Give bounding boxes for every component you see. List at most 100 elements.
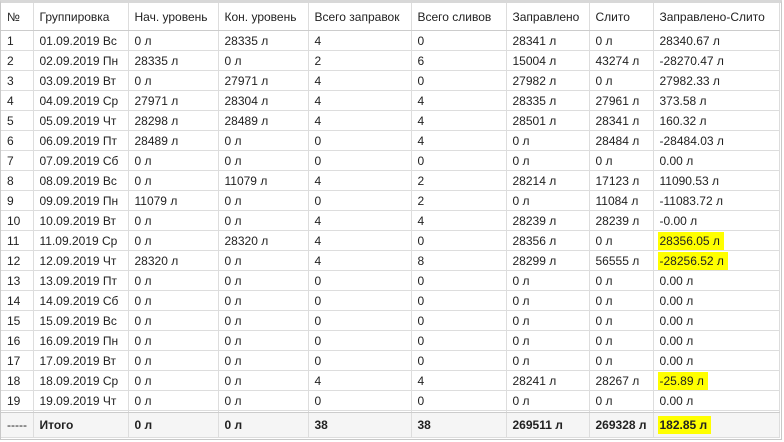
cell-grouping: 17.09.2019 Вт (33, 350, 129, 371)
cell-drained: 0 л (589, 270, 654, 291)
cell-drained: 0 л (589, 150, 654, 171)
cell-end-level: 0 л (218, 190, 309, 211)
cell-number: 12 (1, 250, 34, 271)
cell-grouping: 08.09.2019 Вс (33, 170, 129, 191)
column-header-refueled-minus-drained[interactable]: Заправлено-Слито (653, 3, 780, 31)
cell-end-level: 0 л (218, 250, 309, 271)
divider-cell (128, 410, 219, 413)
cell-start-level: 28298 л (128, 110, 219, 131)
cell-refueled: 0 л (506, 390, 590, 411)
cell-end-level: 0 л (218, 330, 309, 351)
cell-refueled-minus-drained: 182.85 л (653, 412, 780, 438)
cell-refueled-minus-drained: 0.00 л (653, 330, 780, 351)
cell-total-refuels: 0 (308, 190, 412, 211)
column-header-end-level[interactable]: Кон. уровень (218, 3, 309, 31)
cell-refueled-minus-drained: 0.00 л (653, 390, 780, 411)
cell-total-drains: 2 (411, 170, 507, 191)
cell-refueled: 28299 л (506, 250, 590, 271)
cell-drained: 27961 л (589, 90, 654, 111)
cell-total-refuels: 4 (308, 250, 412, 271)
cell-grouping: Итого (33, 412, 129, 438)
highlighted-value: 182.85 л (657, 416, 712, 434)
cell-start-level: 0 л (128, 150, 219, 171)
cell-number: 11 (1, 230, 34, 251)
cell-number: 16 (1, 330, 34, 351)
divider-cell (589, 410, 654, 413)
cell-total-refuels: 4 (308, 170, 412, 191)
cell-start-level: 0 л (128, 230, 219, 251)
column-header-start-level[interactable]: Нач. уровень (128, 3, 219, 31)
cell-total-drains: 4 (411, 210, 507, 231)
cell-grouping: 13.09.2019 Пт (33, 270, 129, 291)
cell-end-level: 0 л (218, 390, 309, 411)
column-header-drained[interactable]: Слито (589, 3, 654, 31)
cell-drained: 28484 л (589, 130, 654, 151)
cell-drained: 56555 л (589, 250, 654, 271)
column-header-total-refuels[interactable]: Всего заправок (308, 3, 412, 31)
cell-refueled: 15004 л (506, 50, 590, 71)
cell-grouping: 10.09.2019 Вт (33, 210, 129, 231)
cell-grouping: 14.09.2019 Сб (33, 290, 129, 311)
cell-total-drains: 0 (411, 290, 507, 311)
cell-grouping: 19.09.2019 Чт (33, 390, 129, 411)
cell-total-drains: 0 (411, 310, 507, 331)
cell-start-level: 0 л (128, 290, 219, 311)
cell-total-drains: 0 (411, 270, 507, 291)
cell-grouping: 12.09.2019 Чт (33, 250, 129, 271)
divider-cell (308, 410, 412, 413)
cell-total-drains: 0 (411, 150, 507, 171)
cell-total-refuels: 4 (308, 90, 412, 111)
cell-grouping: 16.09.2019 Пн (33, 330, 129, 351)
table-row[interactable]: 4 04.09.2019 Ср 27971 л 28304 л 4 4 28335 л 279… (1, 90, 780, 111)
cell-refueled-minus-drained: -11083.72 л (653, 190, 780, 211)
column-header-total-drains[interactable]: Всего сливов (411, 3, 507, 31)
table-row[interactable]: 5 05.09.2019 Чт 28298 л 28489 л 4 4 28501 л 283… (1, 110, 780, 131)
cell-total-refuels: 0 (308, 290, 412, 311)
column-header-grouping[interactable]: Группировка (33, 3, 129, 31)
cell-drained: 0 л (589, 310, 654, 331)
cell-total-refuels: 38 (308, 412, 412, 438)
cell-grouping: 05.09.2019 Чт (33, 110, 129, 131)
cell-refueled-minus-drained: 0.00 л (653, 150, 780, 171)
cell-number: 10 (1, 210, 34, 231)
cell-drained: 17123 л (589, 170, 654, 191)
divider-cell (33, 410, 129, 413)
table-row[interactable]: 8 08.09.2019 Вс 0 л 11079 л 4 2 28214 л 17123 л… (1, 170, 780, 191)
cell-refueled-minus-drained: 373.58 л (653, 90, 780, 111)
cell-number: ----- (1, 412, 34, 438)
cell-refueled-minus-drained: 0.00 л (653, 290, 780, 311)
divider-cell (218, 410, 309, 413)
cell-start-level: 0 л (128, 70, 219, 91)
cell-refueled: 28501 л (506, 110, 590, 131)
cell-total-refuels: 4 (308, 70, 412, 91)
cell-end-level: 28335 л (218, 30, 309, 51)
cell-grouping: 04.09.2019 Ср (33, 90, 129, 111)
cell-total-drains: 4 (411, 90, 507, 111)
divider-cell (1, 410, 34, 413)
column-header-number[interactable]: № (1, 3, 34, 31)
cell-start-level: 0 л (128, 390, 219, 411)
column-header-refueled[interactable]: Заправлено (506, 3, 590, 31)
cell-drained: 0 л (589, 330, 654, 351)
cell-end-level: 28304 л (218, 90, 309, 111)
cell-start-level: 27971 л (128, 90, 219, 111)
cell-grouping: 18.09.2019 Ср (33, 370, 129, 391)
cell-number: 13 (1, 270, 34, 291)
